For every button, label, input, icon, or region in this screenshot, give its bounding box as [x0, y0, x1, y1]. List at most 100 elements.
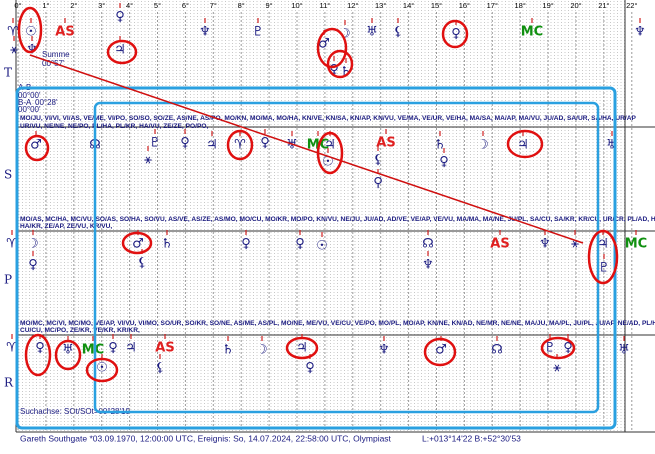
red-circle: [24, 333, 52, 377]
extra-value: 00°00': [18, 105, 41, 114]
degree-label: 13°: [375, 1, 386, 10]
glyph: ♃: [324, 138, 336, 153]
ab-value: 00°00': [18, 91, 41, 100]
grid-background: [16, 0, 626, 432]
glyph: ♇: [598, 261, 610, 276]
annotation-line: [29, 54, 584, 244]
summe-label: Summe: [42, 50, 70, 59]
glyph: ⚸: [373, 153, 383, 168]
glyph: ♆: [422, 258, 434, 273]
glyph: ☊: [491, 343, 503, 358]
glyph: ♇: [149, 136, 161, 151]
glyph: ♀: [305, 361, 315, 376]
degree-label: 15°: [431, 1, 442, 10]
degree-label: 9°: [266, 1, 273, 10]
red-circle: [316, 27, 348, 69]
glyph: ☽: [256, 343, 268, 358]
degree-label: 14°: [403, 1, 414, 10]
red-circle: [17, 6, 43, 54]
degree-label: 11°: [320, 1, 331, 10]
glyph: ♆: [378, 343, 390, 358]
degree-label: 17°: [487, 1, 498, 10]
highlight-box: [93, 101, 600, 414]
glyph: ♂: [132, 237, 144, 252]
glyph: ♅: [62, 343, 74, 358]
glyph: ♀: [241, 237, 251, 252]
glyph: ♃: [125, 341, 137, 356]
glyph: ☽: [477, 138, 489, 153]
glyph: ☽: [27, 237, 39, 252]
row-label: S: [4, 168, 12, 182]
glyph: ♀: [295, 237, 305, 252]
degree-label: 8°: [238, 1, 245, 10]
glyph: AS: [155, 341, 174, 356]
degree-label: 18°: [515, 1, 526, 10]
footer-person: Gareth Southgate *03.09.1970, 12:00:00 U…: [20, 433, 392, 443]
degree-label: 16°: [459, 1, 470, 10]
red-circle: [540, 336, 576, 360]
red-circle: [316, 131, 344, 175]
glyph: ♀: [439, 155, 449, 170]
glyph: ⚹: [10, 43, 18, 58]
glyph: ♇: [544, 341, 556, 356]
glyph: ♀: [115, 10, 125, 25]
degree-label: 12°: [347, 1, 358, 10]
glyph: ☉: [316, 239, 328, 254]
red-circle: [24, 134, 50, 162]
glyph: ☉: [96, 361, 108, 376]
glyph: ☉: [322, 155, 334, 170]
glyph: ☽: [339, 27, 351, 42]
red-circle: [121, 231, 153, 255]
glyph: ⚹: [144, 153, 152, 168]
degree-label: 7°: [210, 1, 217, 10]
glyph: ☉: [25, 25, 37, 40]
glyph: ♀: [28, 258, 38, 273]
glyph: ♀: [329, 63, 339, 78]
degree-label: 22°: [626, 1, 637, 10]
glyph: ♅: [366, 25, 378, 40]
glyph: ♃: [114, 43, 126, 58]
red-circle: [85, 357, 119, 383]
red-circle: [423, 337, 457, 367]
glyph: AS: [55, 25, 74, 40]
row-label: R: [4, 376, 14, 390]
glyph: ♅: [606, 138, 618, 153]
glyph: ♆: [199, 25, 211, 40]
combo-line: CU/CU, MC/PO, ZE/KR, VE/KR, KR/KR,: [20, 327, 140, 334]
ba-value: 00°28': [35, 98, 58, 107]
glyph: MC: [625, 237, 647, 252]
glyph: ♂: [318, 37, 330, 52]
glyph: ♅: [618, 343, 630, 358]
red-circle: [285, 336, 319, 360]
glyph: ⚸: [393, 25, 403, 40]
combo-line: UR/VU, NE/NE, NE/PO, PL/HA, PL/KR, HA/VU…: [20, 123, 208, 130]
glyph: ♀: [260, 136, 270, 151]
glyph: ♆: [539, 237, 551, 252]
glyph: ⚸: [155, 361, 165, 376]
red-circle: [106, 39, 138, 65]
glyph: ☊: [422, 237, 434, 252]
degree-label: 2°: [70, 1, 77, 10]
glyph: ♈: [6, 237, 18, 252]
red-circle: [54, 339, 82, 371]
red-circle: [441, 19, 469, 49]
combo-line: MO/MC, MC/VI, MC/MO, VE/AP, VI/VU, VI/MO…: [20, 320, 655, 327]
glyph: ♄: [222, 343, 234, 358]
degree-label: 3°: [98, 1, 105, 10]
glyph: ♈: [6, 341, 18, 356]
red-circle: [226, 129, 254, 161]
glyph: ♀: [180, 136, 190, 151]
ba-label: B-A: [18, 98, 32, 107]
glyph: ♀: [563, 341, 573, 356]
glyph: ♀: [35, 341, 45, 356]
degree-label: 20°: [570, 1, 581, 10]
search-axis: Suchachse: SOt/SOt=00°28'19: [20, 407, 130, 416]
highlight-box: [15, 86, 617, 430]
glyph: ♃: [517, 138, 529, 153]
glyph: AS: [490, 237, 509, 252]
degree-label: 1°: [42, 1, 49, 10]
glyph: MC: [521, 25, 543, 40]
glyph: ♃: [206, 138, 218, 153]
